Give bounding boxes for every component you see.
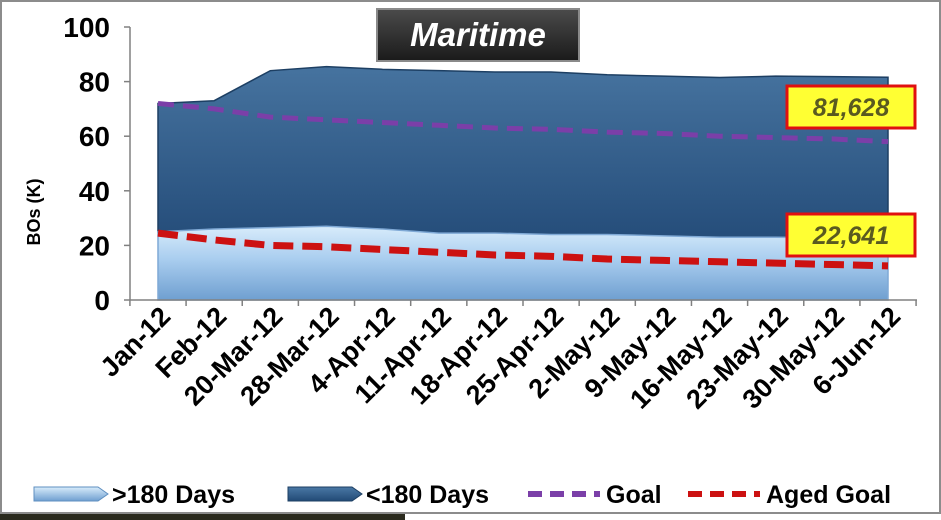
legend-label-under-180: <180 Days: [366, 481, 489, 509]
tick-label-layer: 020406080100Jan-12Feb-1220-Mar-1228-Mar-…: [63, 12, 906, 415]
y-tick-label: 60: [79, 121, 110, 152]
y-tick-label: 100: [63, 12, 110, 43]
legend-item-under-180: <180 Days: [287, 481, 489, 509]
area-under-180-days: [157, 65, 889, 240]
callout-total-box: [785, 84, 917, 130]
legend: >180 Days <180 Days Goal Aged Goal: [33, 481, 891, 509]
legend-item-goal: Goal: [528, 481, 662, 509]
y-tick-label: 0: [94, 285, 110, 316]
line-aged-goal: [157, 229, 889, 270]
chart-title: Maritime: [376, 8, 580, 62]
legend-swatch-over-180: [33, 486, 109, 502]
axes-layer: [124, 26, 917, 306]
line-goal: [157, 100, 889, 145]
y-axis-label: BOs (K): [24, 178, 44, 245]
callout-aged-box: [785, 212, 917, 258]
legend-swatch-under-180: [287, 486, 363, 502]
goal-lines-layer: [157, 100, 889, 270]
title-text: Maritime: [410, 16, 546, 53]
legend-item-aged-goal: Aged Goal: [688, 481, 891, 509]
callout-aged-text: 22,641: [812, 222, 889, 250]
callout-total-text: 81,628: [813, 94, 890, 122]
y-tick-label: 80: [79, 67, 110, 98]
title-plate: [376, 8, 580, 62]
bottom-strip: [0, 514, 405, 520]
y-tick-label: 20: [79, 230, 110, 261]
value-callouts: 81,628 22,641: [785, 84, 917, 258]
callout-total: 81,628: [785, 84, 917, 130]
legend-label-goal: Goal: [606, 481, 662, 509]
legend-label-aged-goal: Aged Goal: [766, 481, 891, 509]
area-layer: [157, 65, 889, 301]
legend-label-over-180: >180 Days: [112, 481, 235, 509]
callout-aged: 22,641: [785, 212, 917, 258]
y-tick-label: 40: [79, 176, 110, 207]
legend-item-over-180: >180 Days: [33, 481, 235, 509]
